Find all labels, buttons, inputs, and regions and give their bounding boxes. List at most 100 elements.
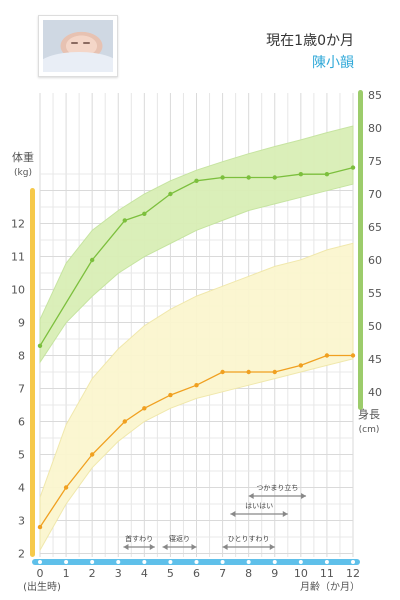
- month-tick-label: 2: [89, 567, 96, 580]
- milestone-arrow-right: [269, 544, 275, 550]
- height-data-point: [298, 172, 304, 177]
- weight-axis-bar: [30, 188, 35, 557]
- height-data-point: [89, 257, 95, 263]
- weight-data-point: [246, 369, 251, 375]
- weight-tick-label: 6: [18, 416, 25, 429]
- percentile-bands: [39, 125, 354, 553]
- milestone-arrow-right: [301, 493, 307, 499]
- height-tick-label: 70: [368, 188, 382, 201]
- weight-data-point: [298, 363, 304, 368]
- milestone-label: ひとりすわり: [228, 535, 270, 543]
- weight-data-point: [220, 369, 225, 375]
- milestones: 首すわり 寝返り ひとりすわり はいはい つかまり立ち: [123, 483, 307, 550]
- weight-tick-label: 10: [11, 284, 25, 297]
- weight-data-point: [89, 452, 95, 457]
- height-range-band: [39, 125, 354, 364]
- month-tick-label: 1: [63, 567, 70, 580]
- month-axis-dot: [351, 560, 355, 564]
- height-tick-label: 85: [368, 89, 382, 102]
- weight-data-point: [37, 524, 43, 530]
- month-tick-label: 9: [271, 567, 278, 580]
- month-tick-label: 12: [346, 567, 360, 580]
- month-axis-dot: [116, 560, 121, 564]
- weight-tick-label: 3: [18, 515, 25, 528]
- height-data-point: [350, 165, 356, 170]
- month-tick-label: 10: [294, 567, 308, 580]
- month-axis-dot: [324, 560, 329, 564]
- weight-tick-label: 5: [18, 449, 25, 462]
- weight-data-point: [324, 353, 330, 358]
- x-zero-note: (出生時): [23, 580, 61, 593]
- milestone-label: 首すわり: [125, 534, 153, 543]
- height-data-point: [194, 178, 199, 183]
- weight-tick-label: 12: [11, 218, 25, 231]
- age-title: 現在1歳0か月: [266, 33, 354, 49]
- height-data-point: [168, 191, 173, 197]
- height-tick-label: 50: [368, 320, 382, 333]
- milestone-arrow-left: [123, 544, 129, 550]
- height-tick-label: 65: [368, 221, 382, 234]
- height-data-point: [37, 343, 43, 348]
- series-lines: [37, 165, 356, 530]
- month-axis-dot: [272, 560, 277, 564]
- baby-photo-frame: [38, 15, 118, 77]
- weight-data-point: [142, 406, 147, 411]
- milestone-label: つかまり立ち: [256, 483, 298, 492]
- height-tick-label: 60: [368, 254, 382, 267]
- height-data-point: [220, 175, 225, 180]
- month-axis-dot: [220, 560, 225, 564]
- height-tick-label: 55: [368, 287, 382, 300]
- height-data-point: [324, 172, 330, 177]
- height-tick-label: 75: [368, 155, 382, 168]
- height-series-line: [39, 166, 354, 347]
- month-axis-dot: [246, 560, 251, 564]
- weight-tick-label: 11: [11, 251, 25, 264]
- month-axis-dot: [64, 560, 69, 564]
- month-tick-label: 7: [219, 567, 226, 580]
- height-tick-label: 45: [368, 353, 382, 366]
- weight-data-point: [194, 383, 199, 388]
- milestone-label: はいはい: [245, 502, 273, 510]
- milestone-arrow-left: [248, 493, 254, 499]
- milestone-arrow-right: [191, 544, 197, 550]
- month-tick-label: 5: [167, 567, 174, 580]
- height-data-point: [122, 218, 127, 223]
- height-data-point: [272, 175, 277, 180]
- weight-data-point: [272, 369, 277, 375]
- month-tick-label: 4: [141, 567, 148, 580]
- weight-tick-label: 7: [18, 383, 25, 396]
- child-name: 陳小韻: [312, 55, 354, 71]
- month-tick-label: 8: [245, 567, 252, 580]
- height-axis-unit: (cm): [359, 425, 380, 435]
- month-axis-dot: [142, 560, 147, 564]
- weight-tick-label: 8: [18, 350, 25, 363]
- month-tick-label: 3: [115, 567, 122, 580]
- month-tick-label: 11: [320, 567, 334, 580]
- weight-data-point: [350, 353, 356, 358]
- milestone-arrow-right: [282, 511, 288, 517]
- weight-tick-label: 2: [18, 548, 25, 561]
- month-tick-label: 6: [193, 567, 200, 580]
- height-tick-label: 80: [368, 122, 382, 135]
- milestone-label: 寝返り: [169, 534, 190, 543]
- x-axis-label: 月齢（か月）: [300, 580, 360, 593]
- weight-tick-label: 9: [18, 317, 25, 330]
- milestone-arrow-left: [222, 544, 228, 550]
- height-data-point: [246, 175, 251, 180]
- baby-photo: [43, 20, 113, 72]
- month-axis-dot: [38, 560, 42, 564]
- weight-range-band: [39, 242, 354, 553]
- milestone-arrow-left: [162, 544, 168, 550]
- milestone-arrow-left: [230, 511, 236, 517]
- month-axis-dot: [90, 560, 95, 564]
- milestone-arrow-right: [149, 544, 155, 550]
- month-axis-dot: [168, 560, 173, 564]
- height-axis-label: 身長: [358, 407, 380, 421]
- height-data-point: [142, 211, 147, 216]
- weight-data-point: [63, 485, 69, 490]
- month-tick-label: 0: [37, 567, 44, 580]
- weight-data-point: [168, 392, 173, 398]
- month-axis-dot: [194, 560, 199, 564]
